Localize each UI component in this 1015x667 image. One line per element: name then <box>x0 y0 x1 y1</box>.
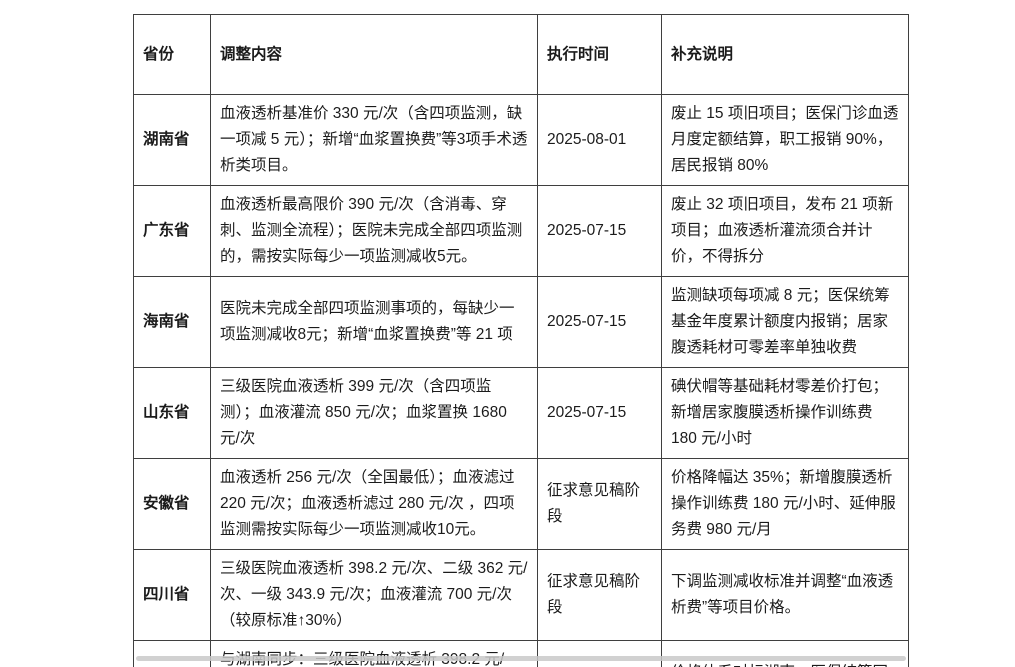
header-cell-notes: 补充说明 <box>661 14 909 95</box>
table-row-shandong: 山东省 三级医院血液透析 399 元/次（含四项监测）；血液灌流 850 元/次… <box>133 367 909 459</box>
cell-content: 血液透析 256 元/次（全国最低）；血液滤过 220 元/次；血液透析滤过 2… <box>210 458 538 550</box>
cell-province: 海南省 <box>133 276 211 368</box>
cell-content: 三级医院血液透析 398.2 元/次、二级 362 元/次、一级 343.9 元… <box>210 549 538 641</box>
cell-province: 四川省 <box>133 549 211 641</box>
table-row-hainan: 海南省 医院未完成全部四项监测事项的，每缺少一项监测减收8元；新增“血浆置换费”… <box>133 276 909 368</box>
cell-time: 征求意见稿阶段 <box>537 549 662 641</box>
cell-province: 安徽省 <box>133 458 211 550</box>
cell-province: 山东省 <box>133 367 211 459</box>
table-shadow <box>136 656 906 661</box>
cell-province: 广东省 <box>133 185 211 277</box>
header-cell-content: 调整内容 <box>210 14 538 95</box>
cell-province: 重庆市 <box>133 640 211 667</box>
table-row-hunan: 湖南省 血液透析基准价 330 元/次（含四项监测，缺一项减 5 元）；新增“血… <box>133 94 909 186</box>
table-row-anhui: 安徽省 血液透析 256 元/次（全国最低）；血液滤过 220 元/次；血液透析… <box>133 458 909 550</box>
cell-province: 湖南省 <box>133 94 211 186</box>
table-row-chongqing: 重庆市 与湖南同步：三级医院血液透析 398.2 元/次；医院未完成全部四项监测… <box>133 640 909 667</box>
cell-notes: 废止 15 项旧项目；医保门诊血透月度定额结算，职工报销 90%，居民报销 80… <box>661 94 909 186</box>
cell-time: 2025-07-15 <box>537 185 662 277</box>
cell-notes: 下调监测减收标准并调整“血液透析费”等项目价格。 <box>661 549 909 641</box>
cell-notes: 监测缺项每项减 8 元；医保统筹基金年度累计额度内报销；居家腹透耗材可零差率单独… <box>661 276 909 368</box>
cell-content: 与湖南同步：三级医院血液透析 398.2 元/次；医院未完成全部四项监测的，需按… <box>210 640 538 667</box>
cell-time: 2025-07-15 <box>537 276 662 368</box>
cell-time: 征求意见稿阶段 <box>537 458 662 550</box>
cell-notes: 价格降幅达 35%；新增腹膜透析操作训练费 180 元/小时、延伸服务费 980… <box>661 458 909 550</box>
cell-time: 2025-08-01 <box>537 94 662 186</box>
cell-content: 三级医院血液透析 399 元/次（含四项监测）；血液灌流 850 元/次；血浆置… <box>210 367 538 459</box>
table-row-sichuan: 四川省 三级医院血液透析 398.2 元/次、二级 362 元/次、一级 343… <box>133 549 909 641</box>
cell-content: 血液透析基准价 330 元/次（含四项监测，缺一项减 5 元）；新增“血浆置换费… <box>210 94 538 186</box>
cell-content: 血液透析最高限价 390 元/次（含消毒、穿刺、监测全流程）；医院未完成全部四项… <box>210 185 538 277</box>
header-cell-province: 省份 <box>133 14 211 95</box>
dialysis-price-adjustment-table: 省份 调整内容 执行时间 补充说明 湖南省 血液透析基准价 330 元/次（含四… <box>133 14 909 667</box>
header-row: 省份 调整内容 执行时间 补充说明 <box>133 14 909 95</box>
cell-notes: 价格体系对标湖南；医保结算同湖南模式 <box>661 640 909 667</box>
cell-time: 2025-07-15 <box>537 367 662 459</box>
header-cell-time: 执行时间 <box>537 14 662 95</box>
cell-time: 2025-08-01 <box>537 640 662 667</box>
cell-content: 医院未完成全部四项监测事项的，每缺少一项监测减收8元；新增“血浆置换费”等 21… <box>210 276 538 368</box>
table-row-guangdong: 广东省 血液透析最高限价 390 元/次（含消毒、穿刺、监测全流程）；医院未完成… <box>133 185 909 277</box>
cell-notes: 碘伏帽等基础耗材零差价打包；新增居家腹膜透析操作训练费 180 元/小时 <box>661 367 909 459</box>
cell-notes: 废止 32 项旧项目，发布 21 项新项目；血液透析灌流须合并计价，不得拆分 <box>661 185 909 277</box>
